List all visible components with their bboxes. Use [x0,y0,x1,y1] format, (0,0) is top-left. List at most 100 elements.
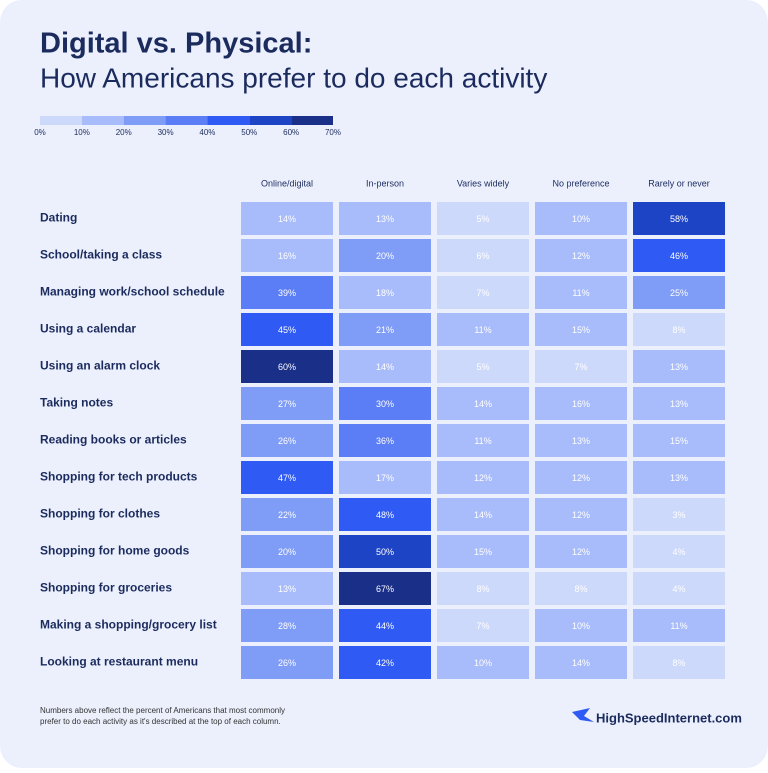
cell-label: 13% [670,362,688,372]
cell-label: 17% [376,473,394,483]
cell-label: 16% [278,251,296,261]
row-label: Using an alarm clock [40,359,160,373]
cell-label: 15% [572,325,590,335]
cell-label: 13% [278,584,296,594]
cell-label: 6% [476,251,489,261]
source-logo: HighSpeedInternet.com [596,710,742,725]
cell-label: 20% [278,547,296,557]
cell-label: 27% [278,399,296,409]
cell-label: 3% [672,510,685,520]
legend-swatch [123,116,166,125]
heatmap-cell [535,424,627,457]
legend-label: 30% [158,128,174,137]
heatmap-cell [241,202,333,235]
cell-label: 8% [672,325,685,335]
heatmap-cell [437,609,529,642]
heatmap-cell [535,350,627,383]
cell-label: 12% [474,473,492,483]
cell-label: 7% [476,621,489,631]
heatmap-cell [241,609,333,642]
heatmap-cell [241,461,333,494]
heatmap-cell [535,313,627,346]
cell-label: 47% [278,473,296,483]
cell-label: 60% [278,362,296,372]
heatmap-cell [633,239,725,272]
cell-label: 10% [572,214,590,224]
legend-label: 0% [34,128,46,137]
heatmap-cell [437,572,529,605]
heatmap-cell [535,572,627,605]
cell-label: 11% [474,436,491,446]
cell-label: 58% [670,214,688,224]
heatmap-cell [535,239,627,272]
heatmap-cell [241,424,333,457]
heatmap-cell [535,498,627,531]
heatmap-cell [339,535,431,568]
cell-label: 28% [278,621,296,631]
heatmap-cell [339,313,431,346]
cell-label: 12% [572,251,590,261]
cell-label: 30% [376,399,394,409]
heatmap-cell [437,461,529,494]
cell-label: 8% [476,584,489,594]
cell-label: 18% [376,288,394,298]
legend-label: 40% [199,128,215,137]
heatmap-cell [437,646,529,679]
heatmap-cell [535,202,627,235]
cell-label: 25% [670,288,688,298]
cell-label: 26% [278,436,296,446]
column-header: No preference [552,178,609,188]
legend-label: 10% [74,128,90,137]
cell-label: 11% [670,621,687,631]
heatmap-cell [339,387,431,420]
heatmap-cell [437,387,529,420]
cell-label: 21% [376,325,394,335]
heatmap-cell [241,572,333,605]
legend-swatch [165,116,208,125]
heatmap-cell [339,498,431,531]
cell-label: 36% [376,436,394,446]
heatmap-cell [339,276,431,309]
heatmap-cell [633,276,725,309]
heatmap-cell [633,202,725,235]
row-label: Shopping for groceries [40,581,172,595]
cell-label: 13% [376,214,394,224]
cell-label: 45% [278,325,296,335]
legend-swatch [40,116,82,125]
heatmap-cell [437,498,529,531]
cell-label: 11% [572,288,589,298]
cell-label: 12% [572,473,590,483]
heatmap-cell [633,313,725,346]
row-label: Looking at restaurant menu [40,655,198,669]
heatmap-cell [339,350,431,383]
cell-label: 10% [572,621,590,631]
heatmap-cell [339,424,431,457]
heatmap-cell [241,276,333,309]
cell-label: 26% [278,658,296,668]
column-header: Rarely or never [648,178,710,188]
cell-label: 10% [474,658,492,668]
cell-label: 4% [672,547,685,557]
cell-label: 13% [670,399,688,409]
cell-label: 44% [376,621,394,631]
row-label: Shopping for tech products [40,470,198,484]
cell-label: 15% [670,436,688,446]
cell-label: 4% [672,584,685,594]
heatmap-cell [633,535,725,568]
heatmap-cell [437,535,529,568]
heatmap-cell [633,461,725,494]
cell-label: 11% [474,325,491,335]
chart-title: Digital vs. Physical: [40,28,312,60]
cell-label: 67% [376,584,394,594]
column-header: Varies widely [457,178,510,188]
cell-label: 48% [376,510,394,520]
heatmap-cell [633,424,725,457]
column-header: In-person [366,178,404,188]
heatmap-cell [339,609,431,642]
heatmap-cell [437,202,529,235]
cell-label: 20% [376,251,394,261]
heatmap-cell [339,202,431,235]
cell-label: 8% [574,584,587,594]
cell-label: 22% [278,510,296,520]
